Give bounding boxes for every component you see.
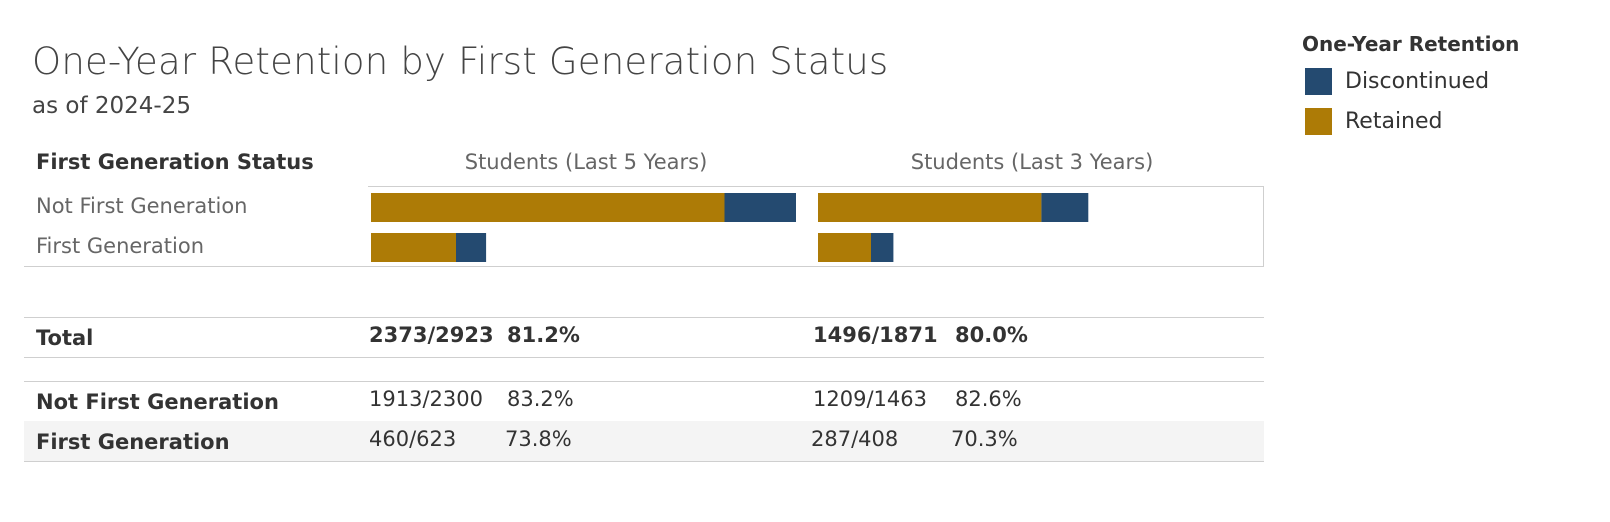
legend-item-retained[interactable]: Retained — [1305, 107, 1443, 135]
bar-discontinued-first-generation-panel1[interactable] — [456, 233, 487, 262]
bar-section-right-line — [1263, 186, 1264, 266]
first-gen-last5-pct: 73.8% — [505, 427, 572, 451]
rows-top-line — [24, 381, 1264, 382]
legend-label-retained: Retained — [1345, 108, 1443, 134]
total-last5-count: 2373/2923 — [369, 323, 494, 347]
row-header: First Generation Status — [36, 150, 314, 174]
bar-discontinued-not-first-generation-panel2[interactable] — [1041, 193, 1089, 222]
not-first-gen-last3-pct: 82.6% — [955, 387, 1022, 411]
rows-bottom-line — [24, 461, 1264, 462]
bar-section-bottom-line — [24, 266, 1264, 267]
legend-label-discontinued: Discontinued — [1345, 68, 1490, 94]
legend-swatch-discontinued — [1305, 67, 1332, 95]
column-header-last3: Students (Last 3 Years) — [910, 150, 1154, 174]
page-subtitle: as of 2024-25 — [32, 93, 191, 119]
page-title: One-Year Retention by First Generation S… — [32, 40, 889, 83]
total-bottom-line — [24, 357, 1264, 358]
bar-retained-not-first-generation-panel2[interactable] — [818, 193, 1042, 222]
bar-row-label-not-first-gen: Not First Generation — [36, 194, 248, 218]
total-label: Total — [36, 326, 94, 350]
legend-swatch-retained — [1305, 107, 1332, 135]
bar-section-top-line — [368, 186, 1264, 187]
legend-title: One-Year Retention — [1302, 32, 1520, 56]
not-first-gen-last5-pct: 83.2% — [507, 387, 574, 411]
total-last3-count: 1496/1871 — [813, 323, 938, 347]
row-shading — [24, 421, 1264, 461]
bar-retained-first-generation-panel2[interactable] — [818, 233, 871, 262]
bar-retained-not-first-generation-panel1[interactable] — [371, 193, 725, 222]
first-gen-last3-count: 287/408 — [811, 427, 899, 451]
bar-discontinued-not-first-generation-panel1[interactable] — [724, 193, 797, 222]
summary-row-label-first-gen: First Generation — [36, 430, 230, 454]
column-header-last5: Students (Last 5 Years) — [464, 150, 708, 174]
bar-row-label-first-gen: First Generation — [36, 234, 205, 258]
not-first-gen-last3-count: 1209/1463 — [813, 387, 927, 411]
summary-row-label-not-first-gen: Not First Generation — [36, 390, 279, 414]
total-last5-pct: 81.2% — [507, 323, 580, 347]
legend-item-discontinued[interactable]: Discontinued — [1305, 67, 1489, 95]
bar-retained-first-generation-panel1[interactable] — [371, 233, 456, 262]
total-top-line — [24, 317, 1264, 318]
first-gen-last5-count: 460/623 — [369, 427, 457, 451]
total-last3-pct: 80.0% — [955, 323, 1028, 347]
not-first-gen-last5-count: 1913/2300 — [369, 387, 483, 411]
first-gen-last3-pct: 70.3% — [951, 427, 1018, 451]
bar-discontinued-first-generation-panel2[interactable] — [871, 233, 894, 262]
